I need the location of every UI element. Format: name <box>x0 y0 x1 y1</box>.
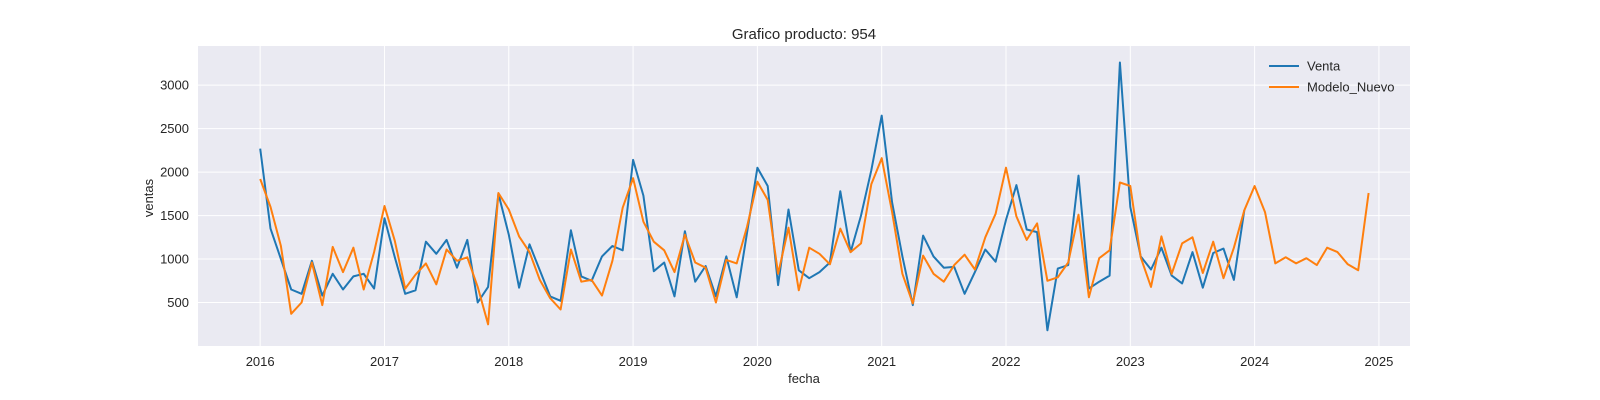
x-tick-label: 2022 <box>992 354 1021 369</box>
x-tick-label: 2023 <box>1116 354 1145 369</box>
legend-label-venta: Venta <box>1307 59 1341 74</box>
x-tick-label: 2016 <box>246 354 275 369</box>
x-tick-label: 2021 <box>867 354 896 369</box>
y-tick-label: 3000 <box>160 78 189 93</box>
x-tick-label: 2025 <box>1364 354 1393 369</box>
y-tick-label: 2500 <box>160 121 189 136</box>
chart-title: Grafico producto: 954 <box>732 26 876 43</box>
y-tick-label: 500 <box>167 295 189 310</box>
tick-labels: 2016 2017 2018 2019 2020 2021 2022 2023 2024 2025… <box>160 78 1393 369</box>
grid <box>198 46 1410 346</box>
x-tick-label: 2018 <box>494 354 523 369</box>
y-tick-label: 1000 <box>160 252 189 267</box>
series-lines <box>259 61 1370 332</box>
y-tick-label: 2000 <box>160 165 189 180</box>
x-tick-label: 2020 <box>743 354 772 369</box>
y-axis-label: ventas <box>141 178 156 217</box>
legend: Venta Modelo_Nuevo <box>1269 59 1394 95</box>
y-tick-label: 1500 <box>160 208 189 223</box>
x-tick-label: 2017 <box>370 354 399 369</box>
x-tick-label: 2019 <box>619 354 648 369</box>
x-axis-label: fecha <box>788 371 821 386</box>
series-line-modelo-nuevo <box>259 157 1370 326</box>
plot-area <box>198 46 1410 346</box>
legend-label-modelo-nuevo: Modelo_Nuevo <box>1307 80 1394 95</box>
x-tick-label: 2024 <box>1240 354 1269 369</box>
